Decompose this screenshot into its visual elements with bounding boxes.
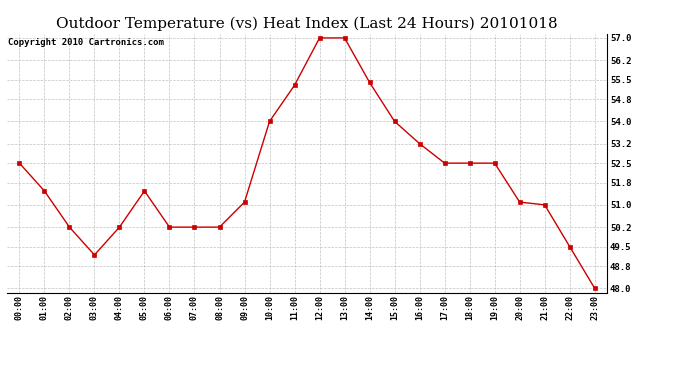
Title: Outdoor Temperature (vs) Heat Index (Last 24 Hours) 20101018: Outdoor Temperature (vs) Heat Index (Las… [57, 17, 558, 31]
Text: Copyright 2010 Cartronics.com: Copyright 2010 Cartronics.com [8, 38, 164, 46]
